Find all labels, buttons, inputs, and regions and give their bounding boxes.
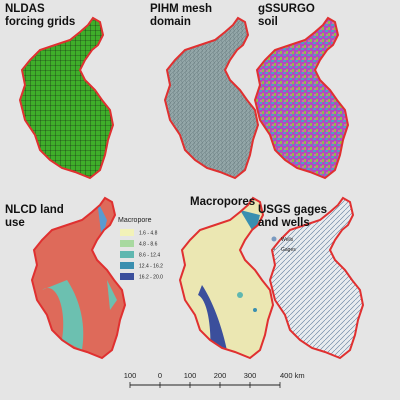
panel-soil: gSSURGO soil: [254, 3, 349, 179]
legend-label: Wells: [281, 237, 294, 243]
legend-label: 8.6 - 12.4: [139, 253, 160, 259]
legend-swatch: [120, 240, 134, 247]
wells-symbol: [271, 236, 277, 242]
panel-title: USGS gages: [258, 204, 327, 216]
legend-label: Gages: [281, 247, 296, 253]
panel-title: Macropores: [190, 196, 255, 208]
scale-label: 0: [158, 371, 162, 380]
panel-title: forcing grids: [5, 16, 75, 28]
legend-swatch: [120, 251, 134, 258]
panel-title: and wells: [258, 217, 310, 229]
scale-bar: 100 0 100 200 300 400 km: [124, 371, 305, 388]
legend-swatch: [120, 229, 134, 236]
panel-gages: USGS gages and wells Wells Gages: [258, 197, 364, 359]
panel-title: domain: [150, 16, 191, 28]
panel-title: NLDAS: [5, 3, 45, 15]
gages-symbol: [273, 248, 275, 250]
scale-label: 300: [244, 371, 257, 380]
macropore-legend: Macropore 1.6 - 4.8 4.8 - 8.6 8.6 - 12.4 12…: [118, 217, 163, 281]
panel-title: use: [5, 217, 25, 229]
legend-swatch: [120, 273, 134, 280]
legend-label: 16.2 - 20.0: [139, 275, 163, 281]
legend-label: 1.6 - 4.8: [139, 231, 158, 237]
legend-swatch: [120, 262, 134, 269]
panel-nlcd: NLCD land use: [5, 197, 126, 359]
panel-title: soil: [258, 16, 278, 28]
legend-title: Macropore: [118, 217, 152, 224]
legend-label: 12.4 - 16.2: [139, 264, 163, 270]
scale-label: 400 km: [280, 371, 305, 380]
panel-title: NLCD land: [5, 204, 64, 216]
scale-label: 200: [214, 371, 227, 380]
panel-title: PIHM mesh: [150, 3, 212, 15]
panel-pihm: PIHM mesh domain: [150, 3, 259, 179]
scale-label: 100: [184, 371, 197, 380]
panel-macropores: Macropores Macropore 1.6 - 4.8 4.8 - 8.6 8…: [118, 196, 274, 359]
panel-title: gSSURGO: [258, 3, 315, 15]
legend-label: 4.8 - 8.6: [139, 242, 158, 248]
panel-nldas: NLDAS forcing grids: [5, 3, 114, 179]
scale-label: 100: [124, 371, 137, 380]
